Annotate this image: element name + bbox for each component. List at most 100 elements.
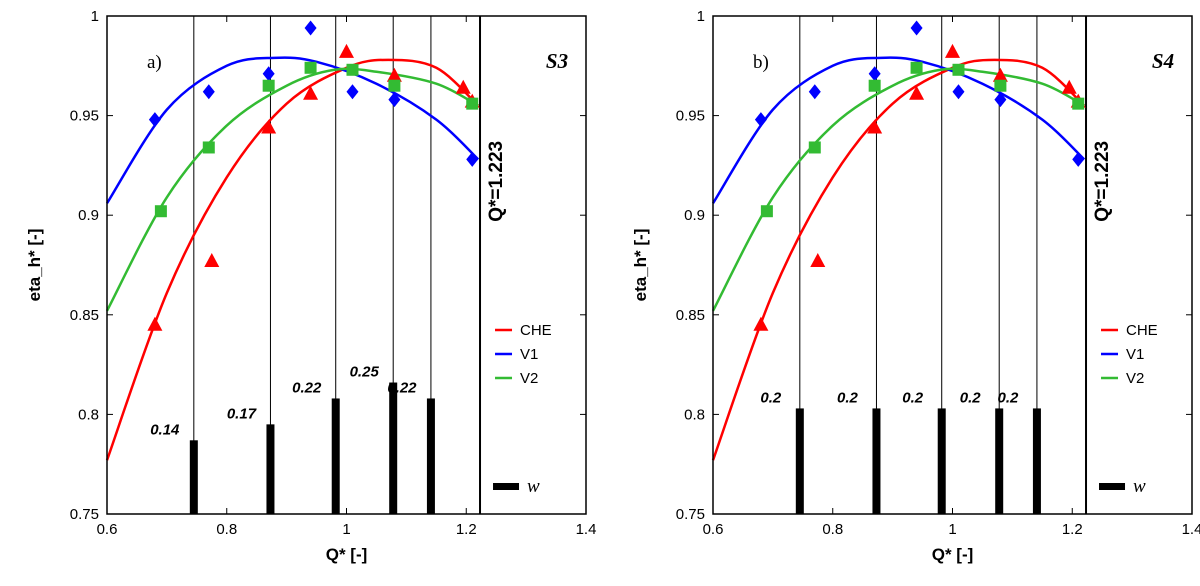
point-v2: [760, 205, 773, 218]
point-v1: [868, 66, 881, 82]
weight-bar: [266, 424, 275, 514]
point-v1: [262, 66, 275, 82]
weight-bar: [937, 408, 946, 514]
x-tick-label: 1.2: [456, 521, 477, 538]
weight-label: 0.2: [997, 389, 1019, 406]
point-v2: [388, 79, 401, 92]
point-v2: [262, 79, 275, 92]
y-tick-label: 0.9: [684, 207, 705, 224]
point-v1: [466, 151, 479, 167]
legend-label-che: CHE: [520, 322, 552, 339]
point-che: [909, 85, 925, 100]
point-v2: [910, 61, 923, 74]
x-tick-label: 0.8: [216, 521, 237, 538]
x-tick-label: 1: [342, 521, 350, 538]
y-tick-label: 0.85: [70, 307, 99, 324]
x-tick-label: 1.2: [1062, 521, 1083, 538]
x-axis-title: Q* [-]: [326, 545, 368, 564]
point-che: [261, 119, 277, 134]
x-tick-label: 1: [948, 521, 956, 538]
reference-line-label: Q*=1.223: [1092, 141, 1113, 222]
legend-swatch-w: [493, 483, 520, 490]
point-che: [753, 316, 769, 331]
point-che: [339, 43, 354, 58]
y-axis-title: eta_h* [-]: [25, 229, 44, 302]
fit-curve-che: [711, 58, 1086, 461]
legend-label-w: w: [1133, 476, 1146, 497]
y-axis-title: eta_h* [-]: [631, 229, 650, 302]
weight-bar: [189, 440, 198, 514]
y-tick-label: 0.8: [684, 406, 705, 423]
point-che: [810, 253, 826, 268]
point-v2: [868, 79, 881, 92]
legend-swatch-w: [1099, 483, 1126, 490]
point-v1: [202, 84, 215, 100]
x-tick-label: 0.6: [97, 521, 118, 538]
point-che: [204, 253, 220, 268]
y-tick-label: 1: [91, 8, 99, 25]
x-tick-label: 1.4: [576, 521, 597, 538]
weight-bar: [426, 398, 435, 514]
point-v1: [952, 84, 965, 100]
y-tick-label: 0.75: [70, 506, 99, 523]
y-tick-label: 0.95: [70, 108, 99, 125]
fit-curve-v1: [711, 56, 1086, 204]
weight-bar: [795, 408, 804, 514]
y-tick-label: 0.9: [78, 207, 99, 224]
weight-label: 0.2: [960, 389, 982, 406]
point-v2: [466, 97, 479, 110]
point-v1: [304, 20, 317, 36]
reference-line-label: Q*=1.223: [486, 141, 507, 222]
x-tick-label: 0.8: [822, 521, 843, 538]
legend-label-v1: V1: [1126, 346, 1144, 363]
x-tick-label: 1.4: [1182, 521, 1200, 538]
point-v1: [910, 20, 923, 36]
y-tick-label: 0.95: [676, 108, 705, 125]
point-v2: [202, 141, 215, 154]
point-v2: [808, 141, 821, 154]
point-v1: [1072, 151, 1085, 167]
x-axis-title: Q* [-]: [932, 545, 974, 564]
legend-label-v2: V2: [1126, 370, 1144, 387]
point-che: [455, 79, 471, 94]
y-tick-label: 0.8: [78, 406, 99, 423]
point-v2: [346, 63, 359, 76]
chart-panel-a: Q*=1.223 0.14 0.17 0.22 0.25 0.22 0.6 0.8 1 1.2 1.…: [25, 8, 596, 564]
weight-label: 0.22: [292, 379, 322, 396]
point-v2: [1072, 97, 1085, 110]
legend-label-che: CHE: [1126, 322, 1158, 339]
weight-label: 0.2: [837, 389, 859, 406]
point-che: [992, 67, 1008, 82]
fit-curve-v2: [105, 67, 479, 312]
point-v2: [304, 61, 317, 74]
weight-bar: [389, 382, 398, 514]
fit-curve-v2: [711, 67, 1085, 312]
point-che: [386, 67, 402, 82]
x-tick-label: 0.6: [703, 521, 724, 538]
point-che: [867, 119, 883, 134]
weight-label: 0.2: [760, 389, 782, 406]
legend-label-v1: V1: [520, 346, 538, 363]
weight-bar: [1032, 408, 1041, 514]
y-tick-label: 0.75: [676, 506, 705, 523]
point-v1: [148, 112, 161, 128]
point-v1: [388, 92, 401, 108]
scheme-label: S3: [546, 49, 568, 73]
point-v1: [994, 92, 1007, 108]
point-v1: [754, 112, 767, 128]
panel-label: b): [753, 52, 769, 73]
y-tick-label: 0.85: [676, 307, 705, 324]
weight-label: 0.2: [902, 389, 924, 406]
weight-label: 0.22: [387, 379, 417, 396]
point-v2: [952, 63, 965, 76]
weight-bar: [872, 408, 881, 514]
point-che: [1061, 79, 1077, 94]
point-che: [303, 85, 319, 100]
weight-label: 0.17: [227, 405, 257, 422]
fit-curve-v1: [105, 56, 480, 204]
point-v1: [346, 84, 359, 100]
point-v2: [994, 79, 1007, 92]
fit-curve-che: [105, 58, 480, 461]
point-che: [945, 43, 960, 58]
